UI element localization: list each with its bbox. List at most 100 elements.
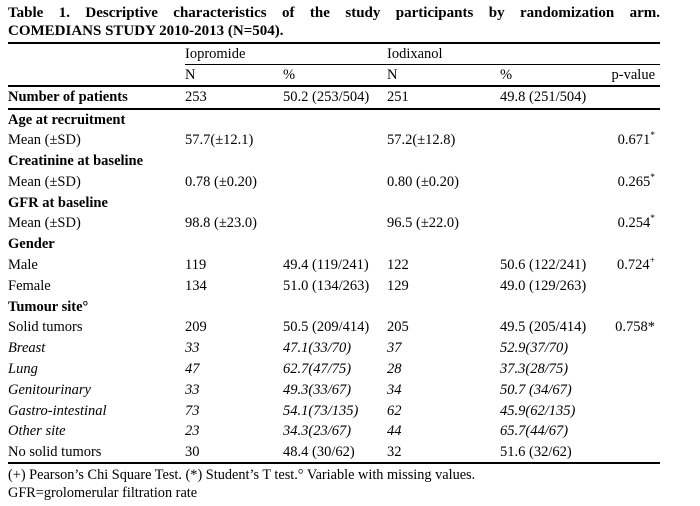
cell-pct-iopromide: 34.3(23/67): [283, 423, 352, 440]
cell-n-iodixanol: 205: [387, 319, 409, 336]
row-label: Tumour site°: [8, 298, 89, 315]
cell-pct-iodixanol: [500, 296, 585, 317]
header-p-value: p-value: [585, 64, 661, 87]
group-header-row: Iopromide Iodixanol: [8, 43, 661, 65]
row-label: No solid tumors: [8, 441, 185, 465]
cell-pct-iodixanol: 49.0 (129/263): [500, 277, 587, 294]
header-pct-iodixanol: %: [500, 64, 585, 87]
cell-n-iopromide: 23: [185, 423, 200, 440]
cell-n-iodixanol: [387, 192, 500, 213]
cell-pct-iopromide: 49.3(33/67): [283, 381, 352, 398]
cell-pct-iopromide: 50.2 (253/504): [283, 86, 387, 110]
cell-n-iopromide: 134: [185, 277, 207, 294]
cell-pct-iopromide: 54.1(73/135): [283, 402, 359, 419]
cell-n-iodixanol: [387, 151, 500, 172]
cell-n-iodixanol: 37: [387, 340, 402, 357]
cell-pct-iopromide: [283, 151, 387, 172]
cell-p-value: [585, 109, 660, 131]
cell-n-iodixanol: 44: [387, 423, 402, 440]
cell-n-iodixanol: 96.5 (±22.0): [387, 215, 459, 232]
cell-p-value: [585, 192, 660, 213]
table-title-line2: COMEDIANS STUDY 2010-2013 (N=504).: [8, 22, 284, 39]
cell-n-iodixanol: 0.80 (±0.20): [387, 173, 459, 190]
cell-pct-iodixanol: [500, 151, 585, 172]
cell-p-value: [585, 151, 660, 172]
cell-pct-iodixanol: [500, 213, 585, 234]
cell-n-iopromide: [185, 192, 283, 213]
cell-pct-iopromide: [283, 172, 387, 193]
table-row: Genitourinary 33 49.3(33/67) 34 50.7 (34/67): [8, 380, 660, 401]
cell-p-value: [585, 421, 660, 442]
table-row: Mean (±SD) 57.7(±12.1) 57.2(±12.8) 0.671*: [8, 130, 660, 151]
column-header-row: N % N % p-value: [8, 64, 661, 87]
cell-p-value: 0.254*: [617, 214, 656, 232]
cell-n-iopromide: 253: [185, 86, 283, 110]
table-body: Number of patients 253 50.2 (253/504) 251 49…: [8, 86, 661, 465]
cell-p-value: [585, 400, 660, 421]
cell-pct-iopromide: 49.4 (119/241): [283, 257, 369, 274]
table-row: No solid tumors 30 48.4 (30/62) 32 51.6 (32/…: [8, 441, 661, 465]
column-group-iodixanol: Iodixanol: [387, 43, 661, 65]
cell-pct-iopromide: [283, 234, 387, 255]
row-label: Other site: [8, 423, 66, 440]
cell-p-value: [585, 338, 660, 359]
cell-n-iodixanol: 34: [387, 381, 402, 398]
cell-pct-iodixanol: 50.6 (122/241): [500, 257, 587, 274]
cell-p-value: 0.671*: [617, 131, 656, 149]
row-label: Mean (±SD): [8, 173, 81, 190]
table-row: Other site 23 34.3(23/67) 44 65.7(44/67): [8, 421, 660, 442]
row-label: Gastro-intestinal: [8, 402, 107, 419]
cell-n-iodixanol: 32: [387, 441, 500, 465]
table-row: Mean (±SD) 98.8 (±23.0) 96.5 (±22.0) 0.254*: [8, 213, 660, 234]
row-label: Genitourinary: [8, 381, 91, 398]
header-n-iopromide: N: [185, 64, 283, 87]
cell-n-iopromide: [185, 296, 283, 317]
cell-p-value: [585, 86, 661, 110]
cell-n-iopromide: 209: [185, 319, 207, 336]
table-row: Tumour site°: [8, 296, 660, 317]
row-label: GFR at baseline: [8, 194, 108, 211]
table-row: Mean (±SD) 0.78 (±0.20) 0.80 (±0.20) 0.265*: [8, 172, 660, 193]
cell-pct-iodixanol: 50.7 (34/67): [500, 381, 572, 398]
table-row: Creatinine at baseline: [8, 151, 660, 172]
cell-p-value: [585, 380, 660, 401]
table-row: Gender: [8, 234, 660, 255]
cell-pct-iopromide: [283, 192, 387, 213]
table-row: Female 134 51.0 (134/263) 129 49.0 (129/263): [8, 276, 660, 297]
table-row: Lung 47 62.7(47/75) 28 37.3(28/75): [8, 359, 660, 380]
table-row: GFR at baseline: [8, 192, 660, 213]
cell-n-iopromide: 0.78 (±0.20): [185, 173, 257, 190]
cell-n-iopromide: 33: [185, 340, 200, 357]
row-label: Solid tumors: [8, 319, 83, 336]
cell-pct-iodixanol: [500, 192, 585, 213]
cell-pct-iodixanol: [500, 172, 585, 193]
footnote-tests: (+) Pearson’s Chi Square Test. (*) Stude…: [8, 467, 476, 483]
cell-p-value: [585, 276, 660, 297]
cell-n-iopromide: 73: [185, 402, 200, 419]
row-label: Mean (±SD): [8, 132, 81, 149]
footnote-gfr-definition: GFR=grolomerular filtration rate: [8, 485, 198, 501]
cell-n-iodixanol: 62: [387, 402, 402, 419]
cell-pct-iopromide: [283, 109, 387, 131]
cell-pct-iopromide: [283, 213, 387, 234]
cell-n-iopromide: 98.8 (±23.0): [185, 215, 257, 232]
cell-pct-iodixanol: 51.6 (32/62): [500, 441, 585, 465]
cell-p-value: [585, 359, 660, 380]
cell-pct-iodixanol: 37.3(28/75): [500, 361, 569, 378]
cell-pct-iodixanol: [500, 109, 585, 131]
cell-n-iopromide: 57.7(±12.1): [185, 132, 254, 149]
cell-n-iodixanol: 251: [387, 86, 500, 110]
cell-pct-iopromide: [283, 130, 387, 151]
cell-pct-iopromide: 62.7(47/75): [283, 361, 352, 378]
cell-n-iodixanol: [387, 296, 500, 317]
cell-pct-iopromide: 51.0 (134/263): [283, 277, 370, 294]
cell-n-iodixanol: [387, 234, 500, 255]
empty-label-header: [8, 64, 185, 87]
cell-pct-iopromide: 48.4 (30/62): [283, 441, 387, 465]
cell-n-iodixanol: [387, 109, 500, 131]
cell-n-iopromide: [185, 109, 283, 131]
cell-pct-iopromide: 47.1(33/70): [283, 340, 352, 357]
cell-p-value: 0.724+: [617, 256, 656, 274]
cell-p-value: 0.265*: [617, 173, 656, 190]
